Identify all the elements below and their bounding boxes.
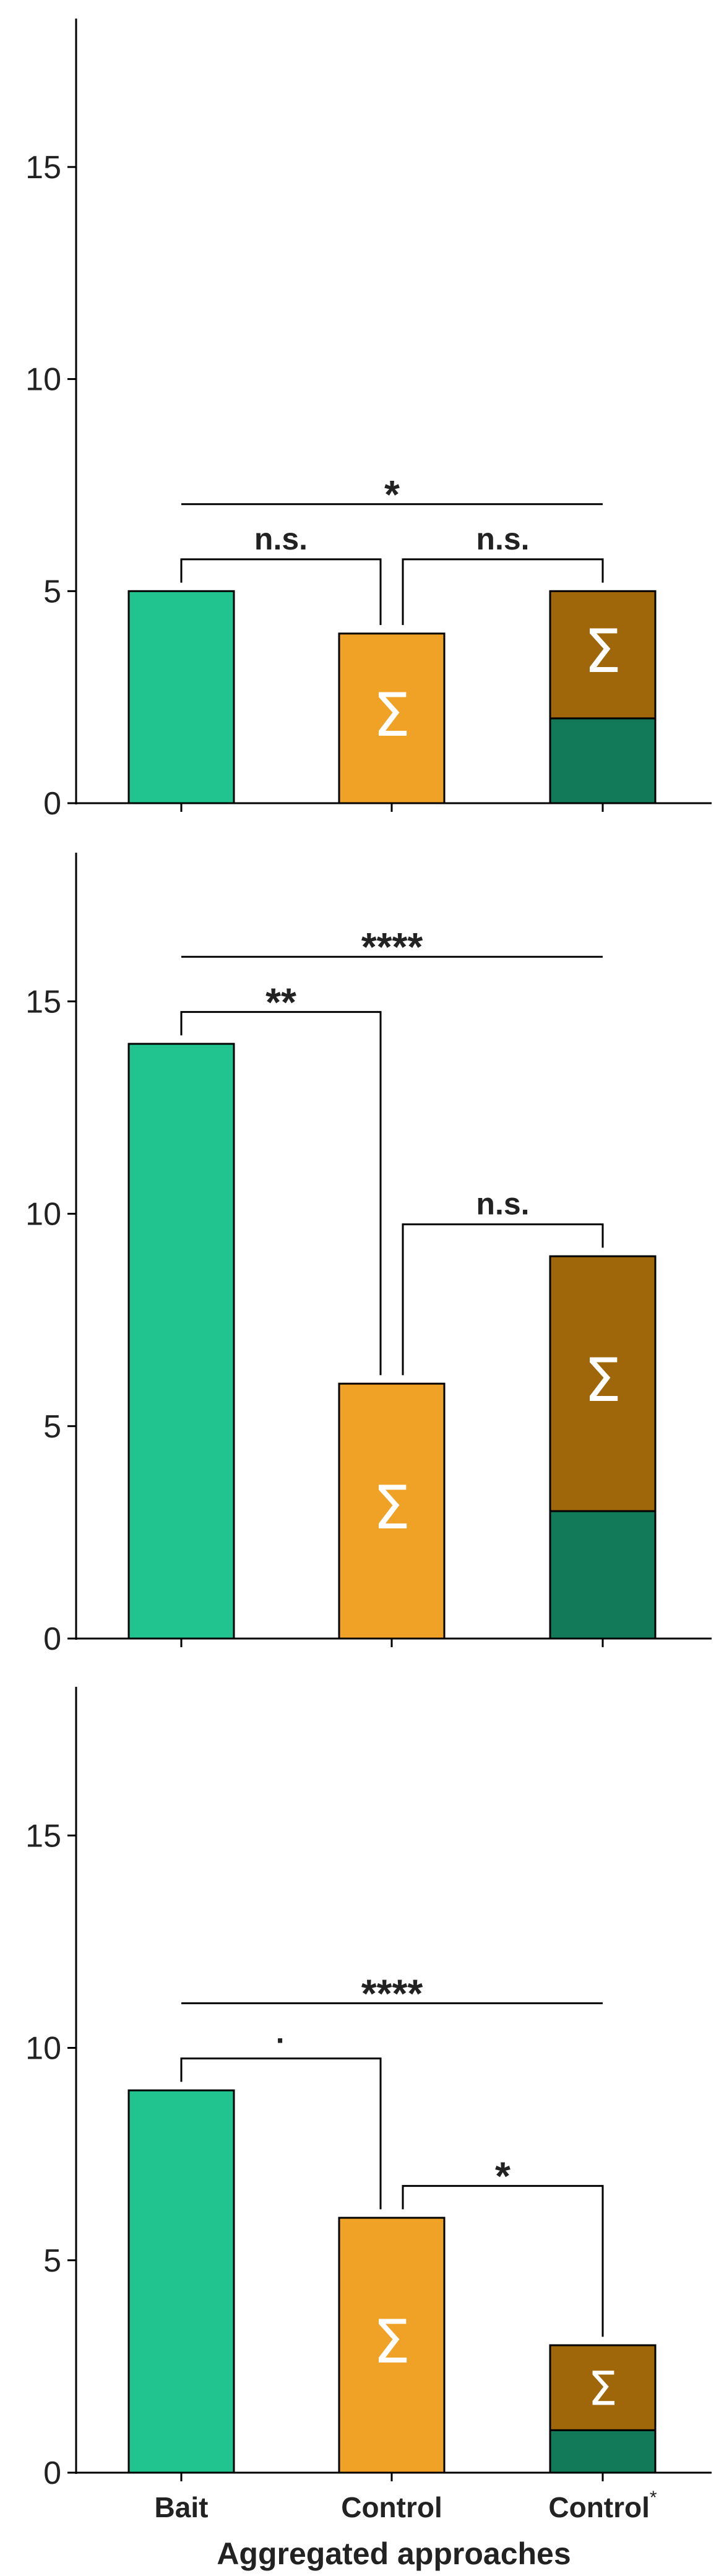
significance-bracket	[180, 1010, 382, 1376]
significance-label: n.s.	[254, 522, 308, 556]
y-tick-label: 10	[25, 2031, 61, 2067]
significance-label: ****	[361, 924, 423, 969]
significance-bracket	[402, 1223, 604, 1376]
significance-bracket	[180, 558, 382, 626]
x-category-label: Control*	[548, 2488, 657, 2523]
bar-3-segment-2	[549, 2344, 657, 2431]
x-axis-title: Aggregated approaches	[217, 2536, 571, 2571]
significance-label: ****	[361, 1971, 423, 2015]
bar-2-segment-1	[338, 632, 446, 804]
y-tick-label: 5	[43, 2243, 61, 2279]
bar-1-segment-1	[127, 1043, 235, 1640]
bar-1-segment-1	[127, 590, 235, 804]
sigma-symbol: Σ	[584, 1346, 622, 1415]
x-category-label: Control	[341, 2491, 442, 2523]
bar-3-segment-1	[549, 2429, 657, 2474]
category-text: Control	[341, 2491, 442, 2523]
x-category-label: Bait	[155, 2491, 209, 2523]
y-tick-label: 0	[43, 1621, 61, 1657]
significance-bracket	[402, 558, 604, 626]
significance-label: *	[495, 2154, 511, 2199]
significance-label: ·	[276, 2023, 287, 2058]
significance-label: n.s.	[476, 522, 529, 556]
bar-3-segment-2	[549, 1255, 657, 1512]
y-tick-label: 0	[43, 2455, 61, 2491]
significance-label: *	[384, 472, 400, 517]
bar-1-segment-1	[127, 2089, 235, 2474]
category-text: Bait	[155, 2491, 209, 2523]
category-superscript: *	[650, 2488, 657, 2508]
y-tick-label: 10	[25, 1197, 61, 1233]
significance-label: n.s.	[476, 1187, 529, 1221]
y-tick-label: 5	[43, 1409, 61, 1445]
bar-2-segment-1	[338, 2216, 446, 2474]
significance-label: **	[265, 980, 296, 1024]
bar-3-segment-1	[549, 1510, 657, 1640]
significance-bracket	[402, 2185, 604, 2337]
bar-2-segment-1	[338, 1382, 446, 1640]
sigma-symbol: Σ	[373, 1473, 411, 1543]
y-tick-label: 5	[43, 574, 61, 610]
bar-3-segment-1	[549, 717, 657, 804]
y-tick-label: 15	[25, 984, 61, 1020]
chart-panel-1: 0 5 10 15 Σ Σn.s. n.s. *	[25, 19, 712, 822]
significance-bracket	[180, 2057, 382, 2210]
sigma-symbol: Σ	[584, 617, 622, 686]
chart-panel-2: 0 5 10 15 Σ Σ ** n.s. ****	[25, 853, 712, 1657]
y-tick-label: 10	[25, 362, 61, 398]
category-text: Control	[548, 2491, 650, 2523]
sigma-symbol: Σ	[373, 681, 411, 750]
y-tick-label: 15	[25, 1818, 61, 1854]
sigma-symbol: Σ	[373, 2307, 411, 2377]
sigma-symbol: Σ	[588, 2362, 618, 2416]
y-tick-label: 0	[43, 786, 61, 822]
bar-3-segment-2	[549, 590, 657, 720]
y-tick-label: 15	[25, 150, 61, 186]
